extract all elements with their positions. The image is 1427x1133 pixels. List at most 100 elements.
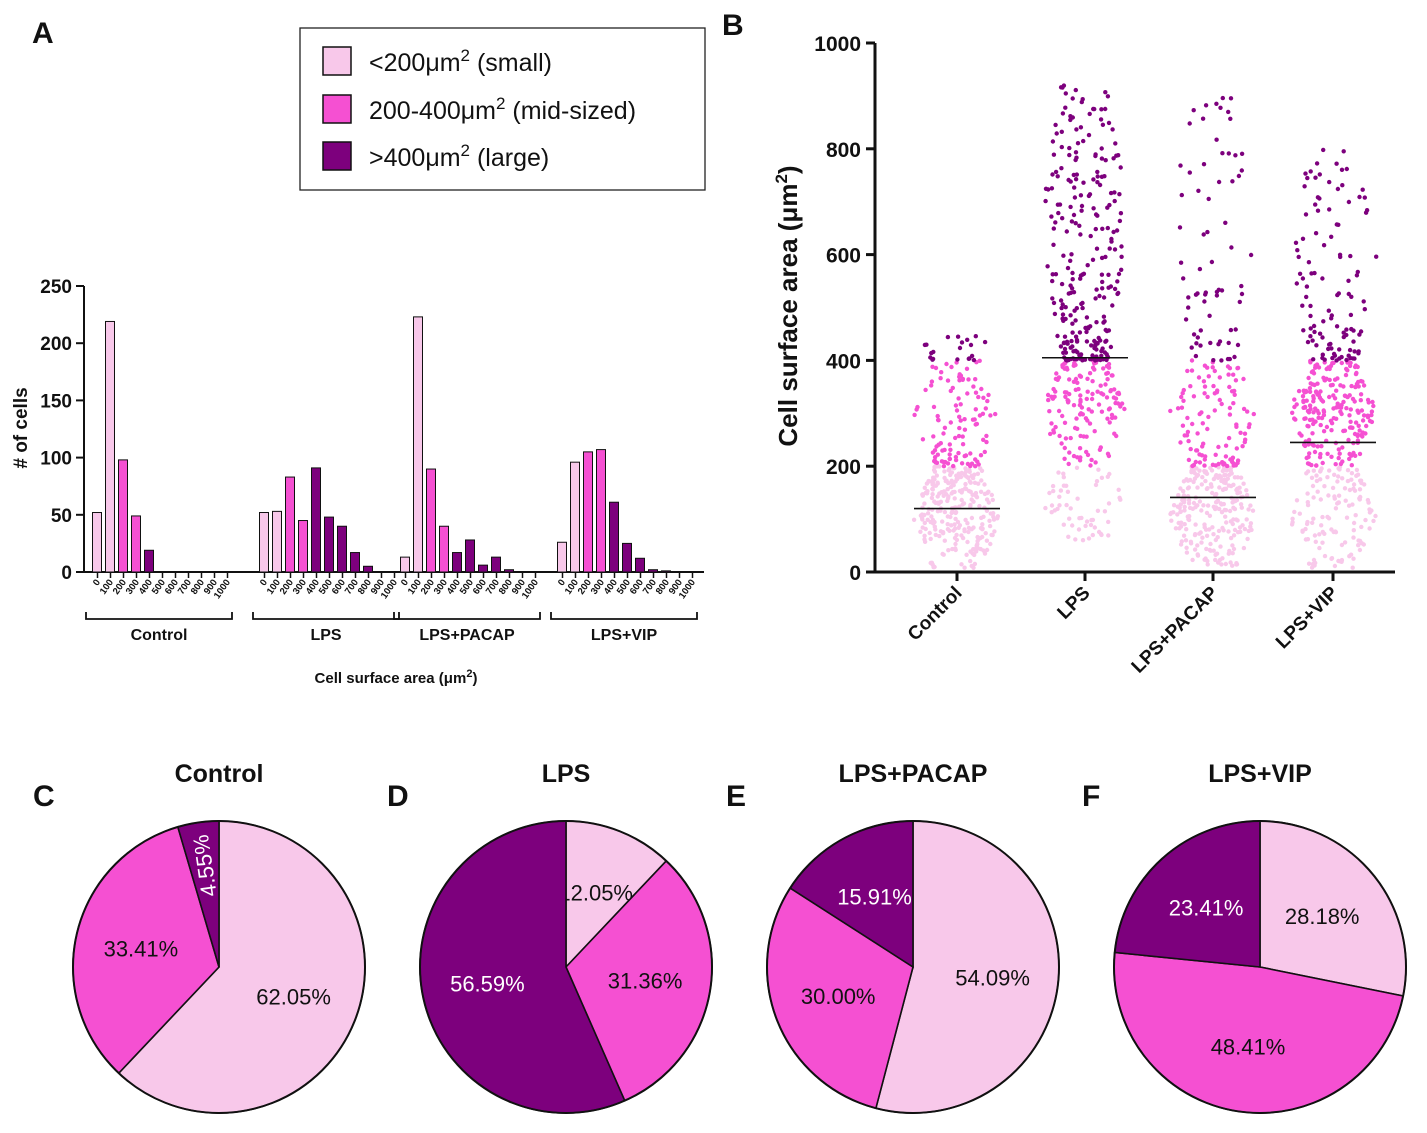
scatter-point bbox=[930, 357, 935, 362]
scatter-point bbox=[1110, 127, 1115, 132]
scatter-point bbox=[1293, 240, 1299, 245]
scatter-point bbox=[1231, 505, 1236, 510]
scatter-point bbox=[938, 508, 943, 513]
scatter-point bbox=[1357, 487, 1363, 492]
scatter-point bbox=[1202, 522, 1207, 527]
scatter-point bbox=[918, 513, 924, 518]
scatter-point bbox=[1067, 377, 1072, 382]
scatter-point bbox=[1112, 198, 1117, 204]
scatter-point bbox=[1062, 445, 1068, 451]
scatter-point bbox=[1201, 232, 1206, 237]
scatter-point bbox=[930, 478, 935, 483]
scatter-point bbox=[959, 562, 964, 567]
scatter-point bbox=[1248, 252, 1254, 258]
scatter-point bbox=[1169, 518, 1174, 523]
histogram-bar bbox=[350, 552, 360, 573]
scatter-point bbox=[1218, 544, 1223, 549]
scatter-point bbox=[989, 492, 994, 498]
scatter-point bbox=[1346, 437, 1351, 443]
scatter-point bbox=[1303, 171, 1308, 176]
scatter-point bbox=[932, 524, 937, 529]
scatter-point bbox=[977, 358, 982, 363]
scatter-point bbox=[1226, 372, 1231, 377]
scatter-point bbox=[1211, 383, 1216, 389]
scatter-point bbox=[1050, 483, 1056, 489]
scatter-point bbox=[1051, 428, 1056, 433]
scatter-point bbox=[957, 345, 963, 351]
scatter-point bbox=[1187, 505, 1193, 511]
scatter-point bbox=[1065, 489, 1071, 494]
scatter-point bbox=[1244, 517, 1249, 522]
scatter-point bbox=[918, 529, 923, 534]
scatter-point bbox=[1340, 183, 1345, 188]
scatter-point bbox=[1344, 357, 1349, 363]
scatter-point bbox=[940, 519, 945, 524]
scatter-point bbox=[1098, 117, 1104, 122]
scatter-point bbox=[960, 376, 966, 382]
scatter-point bbox=[930, 364, 935, 369]
scatter-point bbox=[1312, 533, 1318, 538]
scatter-point bbox=[1328, 383, 1334, 388]
scatter-point bbox=[1295, 248, 1300, 253]
scatter-point bbox=[1305, 408, 1311, 414]
scatter-point bbox=[957, 523, 963, 528]
scatter-point bbox=[945, 334, 951, 340]
scatter-point bbox=[1296, 254, 1301, 260]
scatter-point bbox=[1095, 174, 1100, 179]
scatter-point bbox=[1055, 174, 1060, 179]
scatter-point bbox=[1062, 366, 1067, 371]
scatter-y-tick-label: 600 bbox=[826, 245, 861, 268]
scatter-point bbox=[1073, 362, 1078, 368]
scatter-point bbox=[1182, 504, 1187, 510]
scatter-point bbox=[942, 509, 948, 515]
scatter-point bbox=[970, 475, 976, 481]
scatter-point bbox=[1321, 412, 1327, 418]
scatter-point bbox=[940, 448, 945, 453]
scatter-point bbox=[1191, 479, 1196, 485]
scatter-point bbox=[1112, 387, 1117, 392]
scatter-point bbox=[1334, 324, 1340, 329]
scatter-point bbox=[964, 552, 969, 557]
scatter-point bbox=[1199, 410, 1204, 415]
scatter-point bbox=[1235, 475, 1240, 480]
scatter-point bbox=[1119, 254, 1124, 259]
scatter-point bbox=[973, 377, 978, 382]
histogram-y-tick-label: 250 bbox=[40, 277, 72, 298]
scatter-point bbox=[1183, 317, 1189, 322]
scatter-point bbox=[1186, 438, 1191, 444]
scatter-point bbox=[1101, 314, 1107, 319]
scatter-point bbox=[1336, 474, 1341, 479]
histogram-bar bbox=[661, 570, 671, 573]
scatter-point bbox=[1062, 346, 1068, 352]
scatter-point bbox=[1195, 543, 1200, 548]
scatter-point bbox=[1305, 175, 1310, 181]
scatter-point bbox=[1191, 462, 1197, 468]
histogram-group-label: LPS+PACAP bbox=[419, 627, 515, 644]
scatter-point bbox=[1359, 408, 1365, 413]
scatter-point bbox=[1357, 451, 1363, 457]
scatter-point bbox=[1294, 281, 1300, 286]
scatter-point bbox=[951, 463, 956, 469]
scatter-point bbox=[945, 514, 950, 519]
scatter-point bbox=[1180, 423, 1186, 428]
pie-title-lps: LPS bbox=[542, 760, 591, 788]
scatter-point bbox=[964, 366, 970, 371]
scatter-point bbox=[1188, 446, 1193, 452]
scatter-point bbox=[1338, 461, 1344, 467]
scatter-point bbox=[1216, 528, 1222, 534]
scatter-point bbox=[1197, 531, 1202, 536]
scatter-point bbox=[1356, 379, 1361, 385]
scatter-point bbox=[1342, 428, 1348, 433]
scatter-point bbox=[930, 482, 935, 487]
scatter-point bbox=[965, 521, 970, 526]
scatter-point bbox=[1202, 384, 1208, 389]
scatter-point bbox=[1318, 422, 1323, 428]
scatter-point bbox=[1228, 535, 1234, 541]
scatter-point bbox=[927, 530, 932, 536]
scatter-point bbox=[1113, 396, 1119, 401]
scatter-point bbox=[1049, 503, 1055, 508]
scatter-point bbox=[1090, 257, 1096, 262]
scatter-point bbox=[988, 541, 993, 547]
scatter-point bbox=[1059, 144, 1065, 150]
scatter-point bbox=[1345, 468, 1351, 473]
